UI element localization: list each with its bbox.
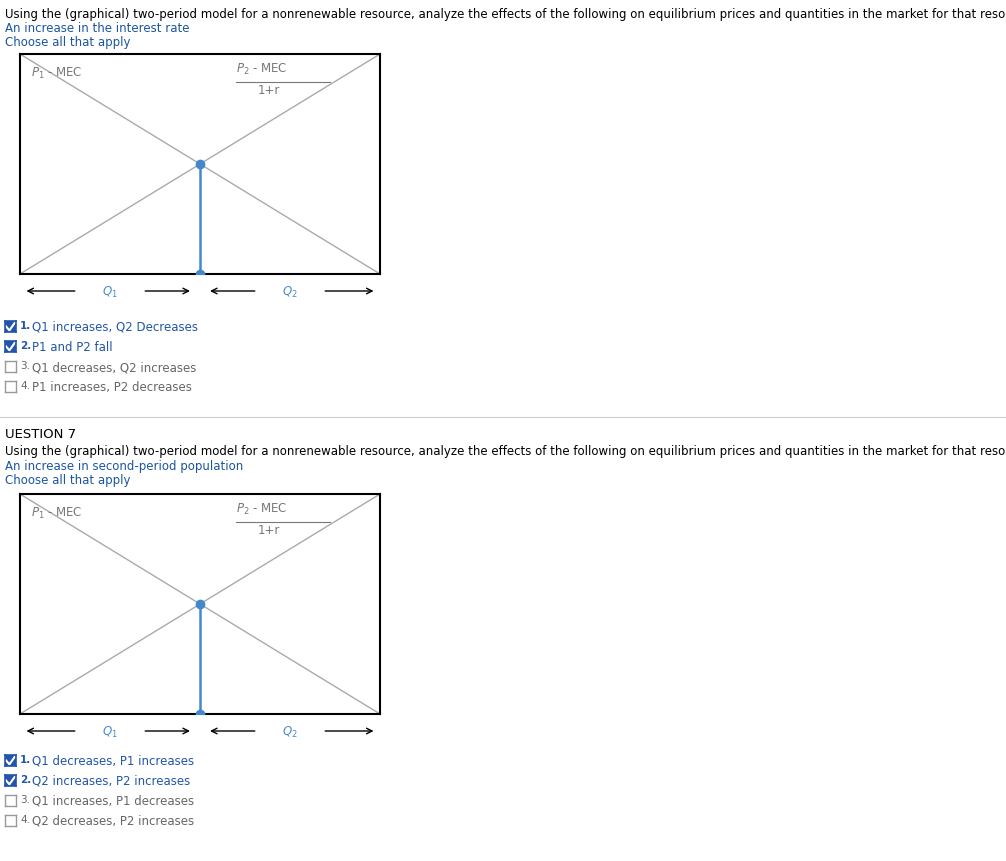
- Text: $Q_1$: $Q_1$: [103, 723, 118, 739]
- Text: Q2 decreases, P2 increases: Q2 decreases, P2 increases: [32, 814, 194, 827]
- Text: 3.: 3.: [20, 794, 30, 804]
- Text: Q2 increases, P2 increases: Q2 increases, P2 increases: [32, 774, 190, 787]
- Text: Q1 increases, P1 decreases: Q1 increases, P1 decreases: [32, 794, 194, 807]
- Text: $Q_1$: $Q_1$: [103, 284, 118, 300]
- Text: $Q_2$: $Q_2$: [282, 284, 298, 300]
- Text: $P_1$ - MEC: $P_1$ - MEC: [31, 66, 82, 81]
- Text: P1 and P2 fall: P1 and P2 fall: [32, 341, 113, 354]
- Text: Using the (graphical) two-period model for a nonrenewable resource, analyze the : Using the (graphical) two-period model f…: [5, 444, 1006, 457]
- Text: 1.: 1.: [20, 754, 31, 764]
- Text: An increase in the interest rate: An increase in the interest rate: [5, 22, 189, 35]
- Text: 3.: 3.: [20, 361, 30, 370]
- Text: 1+r: 1+r: [258, 523, 280, 536]
- Text: $P_2$ - MEC: $P_2$ - MEC: [236, 61, 288, 77]
- Text: 2.: 2.: [20, 341, 31, 350]
- Text: Choose all that apply: Choose all that apply: [5, 36, 131, 49]
- Text: Choose all that apply: Choose all that apply: [5, 474, 131, 486]
- Text: Using the (graphical) two-period model for a nonrenewable resource, analyze the : Using the (graphical) two-period model f…: [5, 8, 1006, 21]
- Text: UESTION 7: UESTION 7: [5, 428, 76, 441]
- Text: Q1 decreases, P1 increases: Q1 decreases, P1 increases: [32, 754, 194, 767]
- Text: $P_2$ - MEC: $P_2$ - MEC: [236, 501, 288, 516]
- Text: $Q_2$: $Q_2$: [282, 723, 298, 739]
- Text: $P_1$ - MEC: $P_1$ - MEC: [31, 505, 82, 521]
- Text: 2.: 2.: [20, 774, 31, 784]
- Text: 1+r: 1+r: [258, 84, 280, 96]
- Text: Q1 decreases, Q2 increases: Q1 decreases, Q2 increases: [32, 361, 196, 374]
- Text: An increase in second-period population: An increase in second-period population: [5, 460, 243, 473]
- Text: 4.: 4.: [20, 814, 30, 824]
- Text: 4.: 4.: [20, 381, 30, 391]
- Text: Q1 increases, Q2 Decreases: Q1 increases, Q2 Decreases: [32, 320, 198, 333]
- Text: P1 increases, P2 decreases: P1 increases, P2 decreases: [32, 381, 192, 393]
- Text: 1.: 1.: [20, 320, 31, 331]
